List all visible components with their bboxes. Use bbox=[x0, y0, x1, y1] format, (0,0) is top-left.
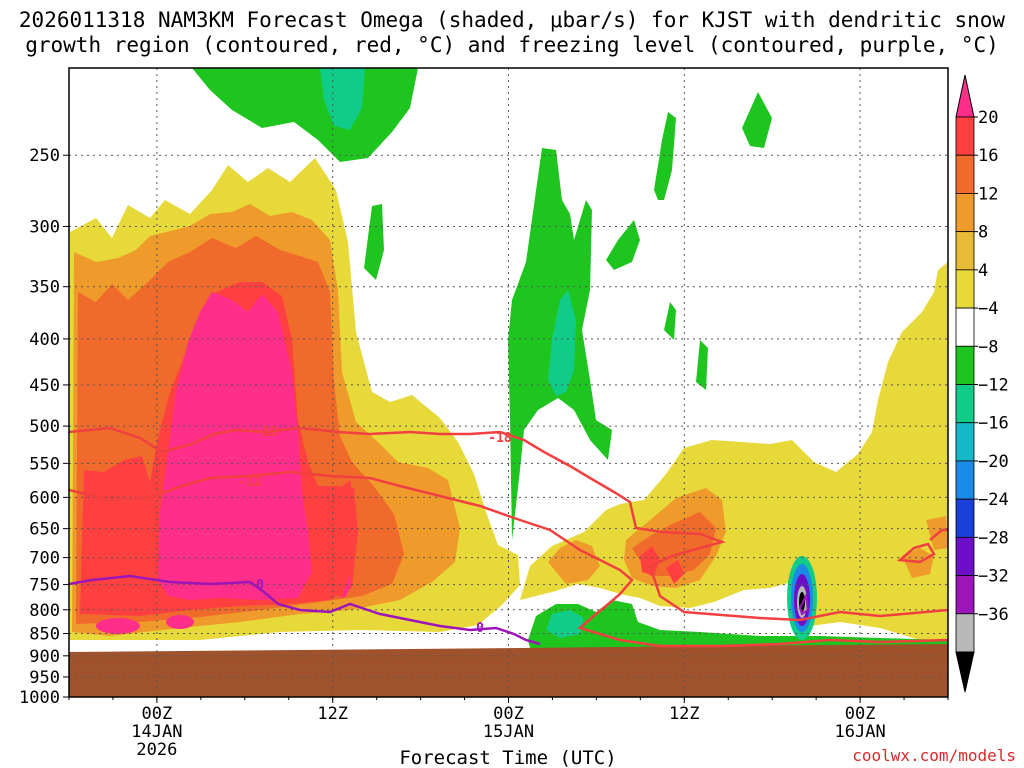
x-tick-label: 12Z bbox=[317, 704, 348, 724]
colorbar-swatch bbox=[955, 498, 975, 538]
colorbar-label: −8 bbox=[978, 337, 998, 357]
colorbar-label: −36 bbox=[978, 605, 1009, 625]
omega-shade-16 bbox=[666, 560, 684, 584]
colorbar-swatch bbox=[955, 154, 975, 194]
omega-shade-neg8 bbox=[546, 610, 584, 638]
colorbar-swatch bbox=[955, 575, 975, 615]
contour-freezing-level bbox=[69, 574, 541, 646]
contour-label: 0 bbox=[256, 578, 264, 593]
colorbar-label: −16 bbox=[978, 414, 1009, 434]
y-tick-label: 850 bbox=[29, 624, 60, 644]
contour-labels: -18 -18 -12 0 0 bbox=[238, 425, 512, 636]
colorbar-swatch bbox=[955, 536, 975, 576]
contours bbox=[69, 426, 948, 648]
omega-shade-neg4 bbox=[606, 220, 640, 270]
contour-minus12 bbox=[896, 542, 936, 564]
y-tick-label: 500 bbox=[29, 417, 60, 437]
y-tick-label: 750 bbox=[29, 576, 60, 596]
contour-minus18 bbox=[69, 426, 948, 622]
colorbar-label: 12 bbox=[978, 184, 998, 204]
y-tick-label: 450 bbox=[29, 376, 60, 396]
y-tick-label: 300 bbox=[29, 217, 60, 237]
colorbar-swatch bbox=[955, 231, 975, 271]
colorbar-swatch bbox=[955, 307, 975, 347]
omega-shade-16 bbox=[330, 480, 356, 598]
x-tick-label: 12Z bbox=[669, 704, 700, 724]
colorbar-swatch bbox=[955, 384, 975, 424]
colorbar-label: −4 bbox=[978, 299, 998, 319]
colorbar-label: 20 bbox=[978, 108, 998, 128]
colorbar-swatch bbox=[955, 345, 975, 385]
x-tick-date: 16JAN bbox=[835, 722, 886, 742]
contour-minus12 bbox=[69, 470, 948, 648]
omega-shade-neg8 bbox=[320, 68, 365, 130]
x-tick-year: 2026 bbox=[136, 740, 177, 760]
x-tick-date: 14JAN bbox=[131, 722, 182, 742]
colorbar-label: −28 bbox=[978, 528, 1009, 548]
contour-label: 0 bbox=[476, 621, 484, 636]
ground bbox=[69, 644, 948, 697]
colorbar-swatch bbox=[955, 193, 975, 233]
omega-shade-neg4 bbox=[742, 92, 772, 148]
omega-shade-neg8 bbox=[548, 290, 576, 396]
chart-title-line1: 2026011318 NAM3KM Forecast Omega (shaded… bbox=[18, 8, 1006, 32]
x-tick-date: 15JAN bbox=[483, 722, 534, 742]
y-tick-label: 950 bbox=[29, 668, 60, 688]
omega-shade-20 bbox=[166, 615, 194, 629]
omega-shade-neg4 bbox=[664, 302, 676, 340]
x-tick-label: 00Z bbox=[142, 704, 173, 724]
omega-shade-neg4 bbox=[364, 204, 384, 280]
colorbar-extend-top bbox=[955, 74, 975, 118]
y-tick-label: 800 bbox=[29, 601, 60, 621]
colorbar-swatch bbox=[955, 460, 975, 500]
colorbar-label: 16 bbox=[978, 146, 998, 166]
x-tick-label: 00Z bbox=[493, 704, 524, 724]
omega-shade-neg4 bbox=[654, 112, 676, 200]
y-axis: 250 300 350 400 450 500 550 600 650 700 750 800 850 9… bbox=[19, 146, 69, 708]
y-tick-label: 900 bbox=[29, 647, 60, 667]
omega-shading bbox=[69, 68, 948, 697]
y-tick-label: 700 bbox=[29, 549, 60, 569]
y-tick-label: 650 bbox=[29, 520, 60, 540]
contour-minus12 bbox=[929, 528, 948, 541]
chart-title-line2: growth region (contoured, red, °C) and f… bbox=[25, 33, 999, 57]
y-tick-label: 400 bbox=[29, 330, 60, 350]
colorbar-swatch bbox=[955, 422, 975, 462]
colorbar-label: −12 bbox=[978, 376, 1009, 396]
contour-label: -18 bbox=[254, 425, 278, 440]
contour-freezing-level bbox=[798, 592, 810, 616]
y-tick-label: 250 bbox=[29, 146, 60, 166]
colorbar-extend-bottom bbox=[955, 651, 975, 693]
y-tick-label: 550 bbox=[29, 454, 60, 474]
contour-label: -18 bbox=[488, 431, 512, 446]
colorbar-swatch bbox=[955, 269, 975, 309]
colorbar-swatch bbox=[955, 116, 975, 156]
colorbar-label: −24 bbox=[978, 490, 1009, 510]
colorbar-label: 8 bbox=[978, 223, 988, 243]
omega-shade-neg4 bbox=[528, 600, 948, 648]
omega-shade-8 bbox=[548, 540, 600, 584]
y-tick-label: 350 bbox=[29, 278, 60, 298]
colorbar: 20 16 12 8 4 −4 −8 −12 −16 −20 −24 −28 −32 −36 bbox=[955, 74, 1009, 693]
y-tick-label: 1000 bbox=[19, 688, 60, 708]
omega-shade-20 bbox=[158, 292, 312, 600]
colorbar-label: −32 bbox=[978, 567, 1009, 587]
x-tick-label: 00Z bbox=[845, 704, 876, 724]
contour-label: -12 bbox=[238, 475, 261, 490]
y-tick-label: 600 bbox=[29, 488, 60, 508]
colorbar-label: −20 bbox=[978, 452, 1009, 472]
omega-shade-16 bbox=[640, 546, 660, 576]
colorbar-swatch bbox=[955, 613, 975, 653]
omega-shade-20 bbox=[96, 618, 140, 634]
omega-shade-neg4 bbox=[192, 68, 418, 162]
x-axis-title: Forecast Time (UTC) bbox=[399, 747, 616, 768]
colorbar-label: 4 bbox=[978, 261, 988, 281]
credit-text: coolwx.com/models bbox=[852, 746, 1016, 765]
omega-shade-neg4 bbox=[696, 340, 708, 390]
